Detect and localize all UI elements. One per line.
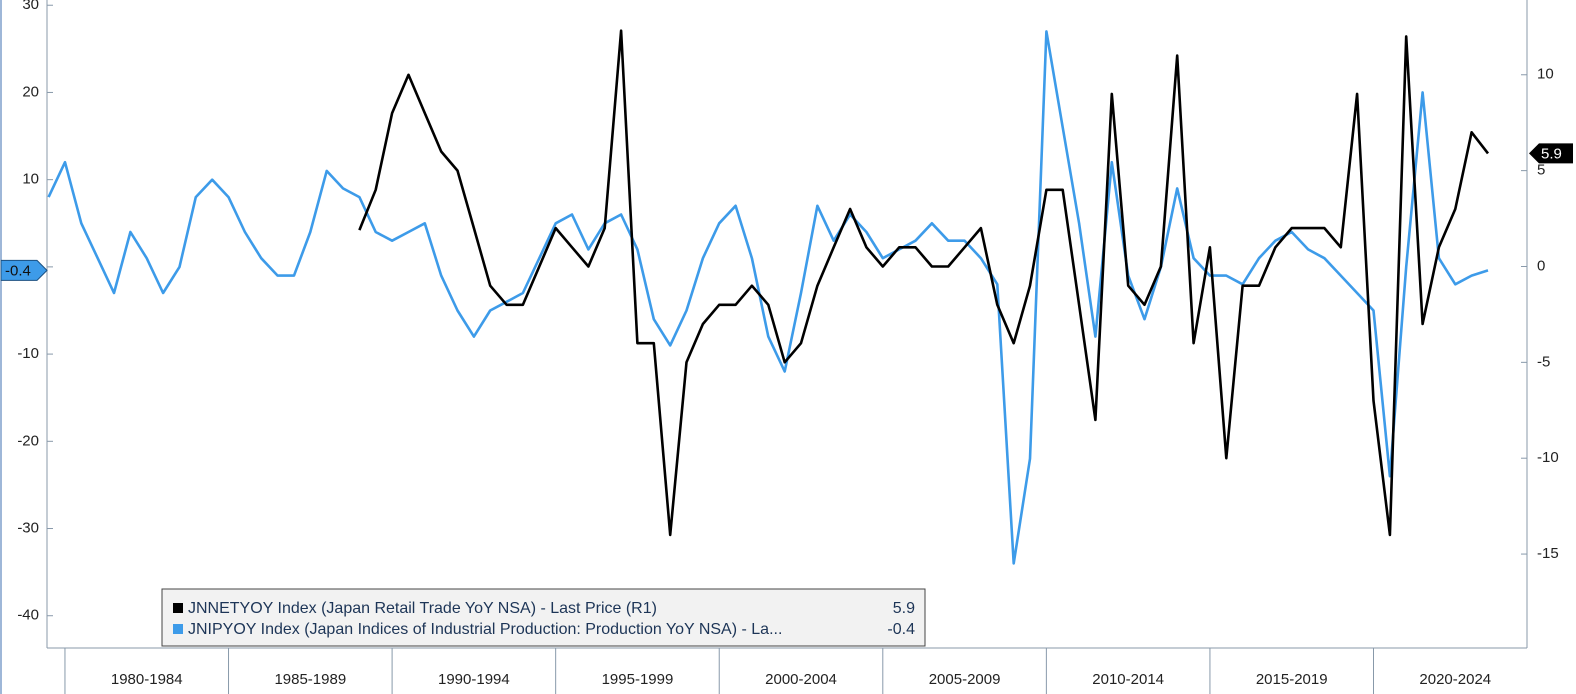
x-tick-label: 2005-2009: [929, 671, 1001, 688]
x-tick-label: 2000-2004: [765, 671, 837, 688]
legend-label: JNIPYOY Index (Japan Indices of Industri…: [188, 621, 782, 638]
x-tick-label: 1995-1999: [602, 671, 674, 688]
y2-tick-label: -15: [1537, 545, 1559, 562]
x-tick-label: 1990-1994: [438, 671, 510, 688]
x-tick-label: 1980-1984: [111, 671, 183, 688]
legend-value: 5.9: [893, 600, 915, 617]
y2-tick-label: 5: [1537, 162, 1545, 179]
y-tick-label: 30: [22, 0, 39, 13]
legend-box: [161, 588, 926, 647]
last-value-tag: [1529, 143, 1573, 164]
series-line: [47, 30, 1489, 565]
legend-label: JNNETYOY Index (Japan Retail Trade YoY N…: [188, 600, 657, 617]
y2-tick-label: 0: [1537, 257, 1545, 274]
y-tick-label: -20: [17, 432, 39, 449]
x-tick-label: 2020-2024: [1419, 671, 1491, 688]
last-value-label: 5.9: [1541, 145, 1562, 162]
legend-swatch: [173, 603, 183, 613]
x-tick-label: 2015-2019: [1256, 671, 1328, 688]
y-tick-label: 10: [22, 171, 39, 188]
legend-swatch: [173, 624, 183, 634]
y2-tick-label: 10: [1537, 66, 1554, 83]
y2-tick-label: -10: [1537, 449, 1559, 466]
y-tick-label: -30: [17, 519, 39, 536]
legend: JNNETYOY Index (Japan Retail Trade YoY N…: [161, 588, 926, 647]
series-line: [358, 29, 1490, 537]
last-value-tag: [0, 259, 48, 281]
y2-tick-label: -5: [1537, 353, 1550, 370]
y-tick-label: -40: [17, 607, 39, 624]
y-tick-label: 20: [22, 83, 39, 100]
last-value-label: -0.4: [5, 262, 31, 279]
x-tick-label: 1985-1989: [274, 671, 346, 688]
y-tick-label: -10: [17, 345, 39, 362]
legend-value: -0.4: [887, 621, 915, 638]
x-tick-label: 2010-2014: [1092, 671, 1164, 688]
